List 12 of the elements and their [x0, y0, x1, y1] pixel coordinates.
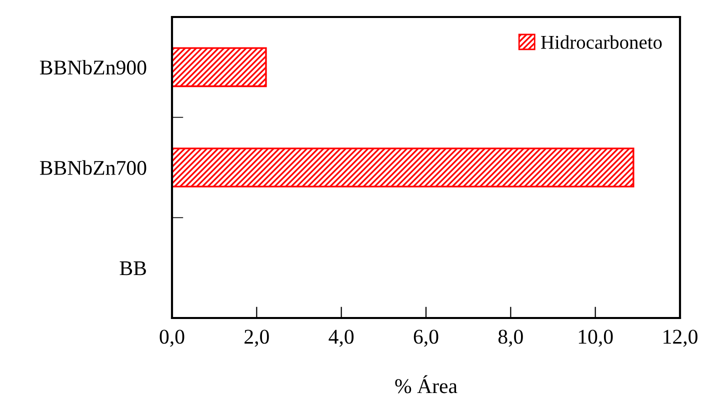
x-tick-label: 0,0 — [160, 330, 184, 347]
y-tick-label: BB — [120, 261, 146, 276]
x-tick-label: 8,0 — [498, 330, 523, 347]
y-tick-label: BBNbZn900 — [40, 60, 146, 75]
x-tick-label: 4,0 — [328, 330, 354, 347]
x-axis-title: % Área — [395, 375, 458, 394]
y-tick-label: BBNbZn700 — [40, 160, 146, 175]
x-tick-label: 6,0 — [414, 330, 438, 347]
x-tick-label: 10,0 — [578, 330, 613, 347]
x-tick-label: 12,0 — [664, 330, 698, 347]
legend-label: Hidrocarboneto — [541, 35, 662, 49]
x-tick-label: 2,0 — [244, 330, 269, 347]
